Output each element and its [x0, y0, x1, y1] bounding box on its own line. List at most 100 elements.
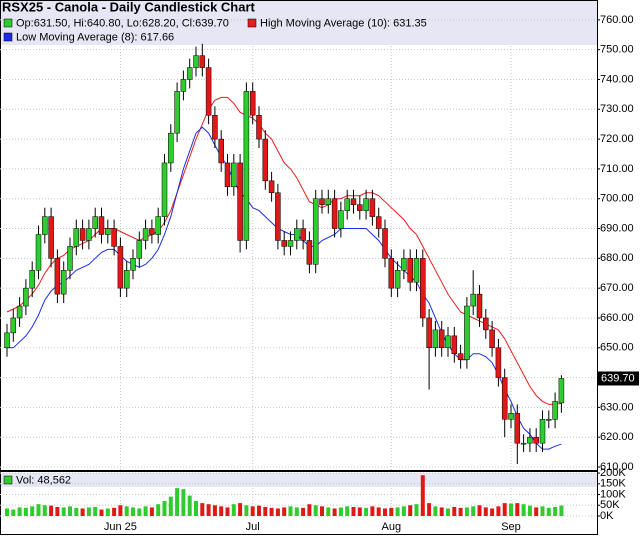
- candle-body: [294, 228, 300, 241]
- candle-body: [10, 317, 17, 334]
- candle-body: [218, 138, 224, 164]
- volume-bar: [345, 506, 350, 516]
- candle-body: [174, 91, 180, 134]
- volume-bar: [175, 488, 180, 516]
- volume-bar: [194, 500, 198, 516]
- y-tick-label: 0K: [600, 510, 614, 522]
- volume-bar: [294, 507, 299, 516]
- candle-body: [231, 162, 237, 188]
- candle-body: [268, 180, 275, 194]
- candle-body: [130, 258, 136, 271]
- candle-body: [161, 162, 168, 217]
- candle-body: [60, 270, 67, 295]
- volume-bar: [131, 507, 135, 516]
- volume-bar: [36, 504, 41, 516]
- volume-bar: [168, 496, 173, 516]
- y-tick-label: 660.00: [600, 312, 634, 324]
- legend: RSX25 - Canola - Daily Candlestick Chart…: [2, 0, 427, 486]
- volume-bar: [11, 509, 16, 516]
- candle-body: [136, 240, 143, 259]
- volume-bar: [257, 505, 261, 516]
- volume-bar: [527, 505, 532, 516]
- volume-bar: [307, 504, 312, 516]
- candle-body: [338, 210, 344, 229]
- volume-bar: [5, 508, 9, 516]
- candle-body: [501, 377, 508, 420]
- candle-body: [508, 413, 514, 420]
- legend-volume: Vol: 48,562: [16, 474, 71, 486]
- volume-bar: [320, 506, 324, 516]
- candle-body: [344, 198, 350, 211]
- volume-bar: [225, 507, 230, 516]
- legend-swatch: [3, 32, 13, 42]
- candle-body: [4, 332, 10, 349]
- y-tick-label: 650.00: [600, 342, 634, 354]
- candle-body: [180, 79, 187, 92]
- y-tick-label: 100K: [600, 488, 626, 500]
- volume-bar: [118, 505, 123, 516]
- candle-body: [243, 91, 250, 241]
- volume-bar: [471, 506, 476, 516]
- candle-body: [262, 138, 269, 182]
- candle-body: [123, 270, 130, 289]
- candle-body: [212, 115, 218, 140]
- volume-bar: [383, 508, 387, 516]
- candle-body: [275, 192, 281, 241]
- candle-body: [256, 115, 262, 140]
- volume-bar: [452, 506, 457, 516]
- volume-bar: [42, 505, 47, 516]
- candle-body: [48, 216, 54, 259]
- legend-swatch: [3, 18, 13, 28]
- volume-bar: [55, 506, 60, 516]
- volume-bar: [80, 508, 85, 516]
- candle-body: [420, 258, 426, 319]
- candle-body: [281, 240, 287, 247]
- y-tick-label: 150K: [600, 478, 626, 490]
- candle-body: [193, 55, 199, 68]
- candle-body: [489, 329, 495, 349]
- legend-entry: High Moving Average (10): 631.35: [260, 17, 427, 29]
- legend-swatch: [247, 18, 257, 28]
- candle-body: [445, 335, 451, 349]
- candle-body: [483, 317, 489, 331]
- volume-bar: [143, 506, 148, 516]
- volume-bar: [49, 505, 54, 516]
- volume-bar: [515, 503, 520, 516]
- candle-body: [86, 228, 92, 241]
- marks: 639.70: [4, 43, 639, 516]
- volume-bar: [546, 507, 551, 516]
- volume-bar: [30, 506, 35, 516]
- candle-body: [29, 270, 35, 289]
- candle-body: [369, 198, 376, 217]
- y-tick-label: 630.00: [600, 401, 634, 413]
- volume-bar: [200, 503, 205, 516]
- volume-bar: [420, 475, 425, 516]
- volume-bar: [458, 507, 463, 516]
- volume-bar: [357, 507, 362, 516]
- candle-body: [407, 258, 413, 283]
- volume-bar: [93, 506, 98, 516]
- volume-bar: [149, 507, 154, 516]
- candle-body: [249, 91, 256, 116]
- volume-bar: [408, 505, 413, 516]
- candle-body: [287, 240, 294, 247]
- volume-bar: [364, 507, 369, 516]
- candle-body: [23, 287, 29, 307]
- y-tick-label: 620.00: [600, 431, 634, 443]
- candle-body: [464, 305, 470, 360]
- legend-ohlc: Op:631.50, Hi:640.80, Lo:628.20, Cl:639.…: [16, 17, 229, 29]
- volume-bar: [124, 506, 129, 516]
- candle-body: [98, 216, 105, 235]
- candle-body: [325, 198, 332, 205]
- candle-body: [426, 317, 432, 349]
- candle-body: [401, 258, 407, 271]
- volume-bar: [17, 507, 22, 516]
- volume-bar: [156, 504, 161, 516]
- candle-body: [149, 228, 155, 235]
- volume-bar: [275, 508, 280, 516]
- candle-body: [199, 55, 206, 68]
- y-tick-label: 670.00: [600, 282, 634, 294]
- chart-title: RSX25 - Canola - Daily Candlestick Chart: [2, 0, 256, 14]
- candle-body: [319, 198, 325, 205]
